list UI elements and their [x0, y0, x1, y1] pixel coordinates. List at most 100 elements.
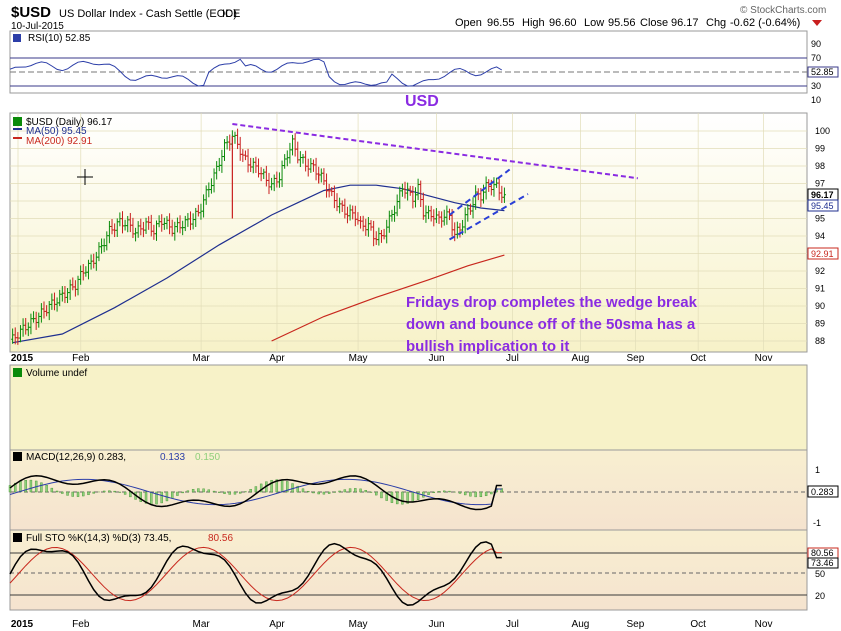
macd-histogram-bar [463, 491, 467, 496]
month-label: Oct [690, 353, 706, 364]
macd-histogram-bar [218, 491, 221, 493]
sto-d-value: 80.56 [811, 548, 834, 558]
macd-histogram-bar [437, 491, 441, 493]
macd-histogram-bar [322, 491, 326, 495]
month-label: Aug [572, 353, 590, 364]
macd-histogram-bar [160, 491, 163, 504]
macd-histogram-bar [61, 491, 64, 494]
low-value: 95.56 [608, 17, 636, 29]
exchange-label: ICE [222, 8, 240, 20]
annotation-line-3: bullish implication to it [406, 338, 569, 355]
month-label: May [349, 353, 368, 364]
macd-histogram-bar [406, 491, 409, 504]
macd-histogram-bar [176, 491, 179, 496]
macd-histogram-bar [291, 483, 294, 493]
chg-down-arrow-icon [812, 20, 822, 26]
macd-signal-legend: 0.133 [160, 452, 185, 463]
macd-histogram-bar [317, 491, 320, 495]
price-tick: 89 [815, 319, 825, 329]
price-legend-swatch [13, 117, 22, 126]
ma200-current-value: 92.91 [811, 249, 834, 259]
sto-k-tag [807, 557, 839, 569]
volume-legend-swatch [13, 368, 22, 377]
ma200-current-tag [807, 247, 839, 260]
macd-histogram-bar [181, 491, 184, 494]
macd-histogram-bar [343, 489, 347, 493]
macd-histogram-bar [170, 491, 174, 499]
macd-histogram-bar [150, 491, 153, 505]
rsi-tick-90: 90 [811, 39, 821, 49]
macd-histogram-bar [197, 488, 200, 493]
macd-histogram-bar [411, 491, 415, 503]
macd-histogram-bar [45, 485, 48, 493]
sto-k-value: 73.46 [811, 558, 834, 568]
price-tick: 97 [815, 179, 825, 189]
macd-histogram-bar [354, 488, 357, 493]
rsi-legend-swatch [13, 34, 21, 42]
macd-histogram-bar [233, 491, 237, 495]
macd-histogram-bar [348, 488, 352, 493]
macd-current-tag [807, 485, 839, 498]
sto-legend: Full STO %K(14,3) %D(3) 73.45, [26, 533, 171, 544]
macd-histogram-bar [144, 491, 148, 504]
macd-histogram-bar [296, 485, 299, 493]
volume-panel [9, 364, 808, 451]
macd-histogram-bar [359, 488, 362, 493]
rsi-line [9, 58, 503, 87]
price-tick: 88 [815, 336, 825, 346]
macd-histogram-bar [207, 489, 211, 493]
sto-d-legend: 80.56 [208, 533, 233, 544]
rsi-tick-30: 30 [811, 81, 821, 91]
macd-histogram-bar [155, 491, 158, 505]
macd-histogram-bar [375, 491, 378, 496]
rsi-current-value: 52.85 [811, 67, 834, 77]
chg-value: -0.62 (-0.64%) [730, 17, 800, 29]
ohlc-bar [502, 187, 506, 203]
macd-histogram-bar [458, 491, 462, 494]
macd-signal-line [9, 478, 502, 506]
macd-histogram-bar [228, 491, 231, 495]
ma50-current-tag [807, 199, 839, 212]
month-gridlines [17, 113, 764, 352]
macd-histogram-bar [108, 490, 111, 493]
brand-label: © StockCharts.com [740, 5, 826, 16]
macd-histogram-bar [286, 481, 289, 493]
open-value: 96.55 [487, 17, 515, 29]
ma200-legend-swatch [13, 137, 22, 139]
month-label: Oct [690, 619, 706, 630]
month-label: Mar [193, 353, 211, 364]
month-label: Sep [626, 619, 644, 630]
macd-histogram-bar [76, 491, 80, 497]
rsi-tick-10: 10 [811, 95, 821, 105]
macd-histogram-bar [395, 491, 399, 505]
macd-histogram-bar [312, 491, 315, 494]
macd-histogram-legend: 0.150 [195, 452, 220, 463]
macd-histogram-bar [275, 479, 279, 493]
macd-histogram-bar [139, 491, 143, 502]
month-label: 2015 [11, 619, 34, 630]
sto-legend-swatch [13, 533, 22, 542]
close-label: Close [640, 17, 668, 29]
macd-tick-neg1: -1 [813, 518, 821, 528]
macd-histogram-bar [82, 491, 85, 497]
macd-legend: MACD(12,26,9) 0.283, [26, 452, 126, 463]
rsi-panel [9, 30, 808, 94]
macd-histogram-bar [338, 490, 341, 493]
macd-histogram-bar [484, 491, 488, 497]
macd-histogram-bar [14, 482, 17, 493]
macd-histogram-bar [364, 490, 367, 493]
ma50-legend-label: MA(50) 95.45 [26, 126, 87, 137]
price-tick: 91 [815, 284, 825, 294]
macd-histogram-bar [40, 482, 43, 493]
sto-tick-50: 50 [815, 569, 825, 579]
price-legend: $USD (Daily) 96.17 MA(50) 95.45 MA(200) … [13, 117, 113, 147]
macd-histogram-bar [24, 480, 27, 493]
chg-label: Chg [706, 17, 726, 29]
macd-histogram-bar [50, 487, 54, 493]
volume-legend: Volume undef [26, 368, 87, 379]
rsi-legend: RSI(10) 52.85 [28, 33, 91, 44]
macd-histogram-bar [301, 488, 305, 493]
macd-histogram-bar [280, 479, 284, 493]
ma200-legend-label: MA(200) 92.91 [26, 136, 93, 147]
ma50-current-value: 95.45 [811, 201, 834, 211]
